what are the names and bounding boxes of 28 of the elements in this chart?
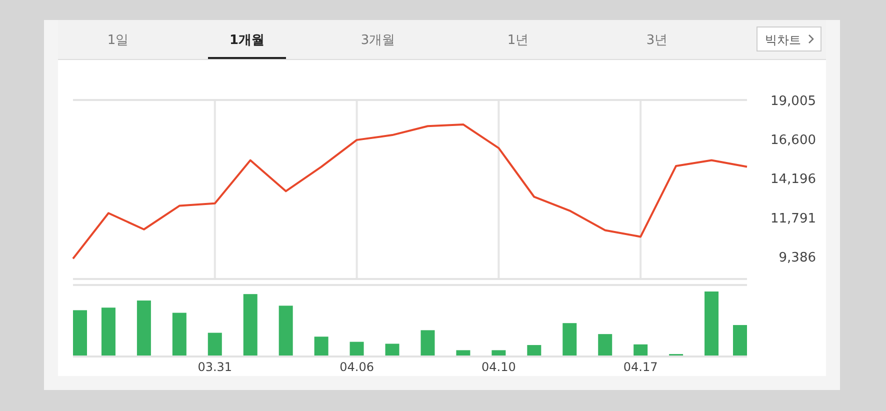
y-tick-label: 11,791: [770, 211, 816, 226]
y-tick-label: 19,005: [770, 94, 816, 109]
tabs: 1일 1개월 3개월 1년 3년 빅차트: [58, 20, 826, 60]
bar: [527, 345, 542, 356]
bar: [350, 342, 364, 356]
bar: [101, 308, 116, 356]
x-tick-label: 04.06: [340, 360, 374, 374]
bar: [172, 312, 186, 356]
bar: [634, 344, 648, 356]
bar: [562, 323, 577, 356]
bar: [314, 336, 328, 356]
bar: [420, 330, 435, 356]
bar: [208, 332, 222, 356]
y-tick-label: 14,196: [770, 172, 816, 188]
x-tick-label: 04.17: [623, 360, 658, 374]
y-tick-label: 16,600: [770, 133, 816, 148]
y-tick-label: 9,386: [778, 250, 816, 266]
bar: [385, 344, 400, 356]
bar: [243, 294, 258, 356]
bar: [136, 300, 151, 356]
bar: [704, 292, 719, 356]
x-tick-label: 03.31: [198, 360, 232, 374]
x-tick-label: 04.10: [482, 360, 516, 374]
line-series: [72, 123, 748, 260]
bar: [492, 350, 506, 356]
bar: [278, 306, 293, 356]
bar: [456, 350, 470, 356]
bar: [598, 334, 612, 356]
